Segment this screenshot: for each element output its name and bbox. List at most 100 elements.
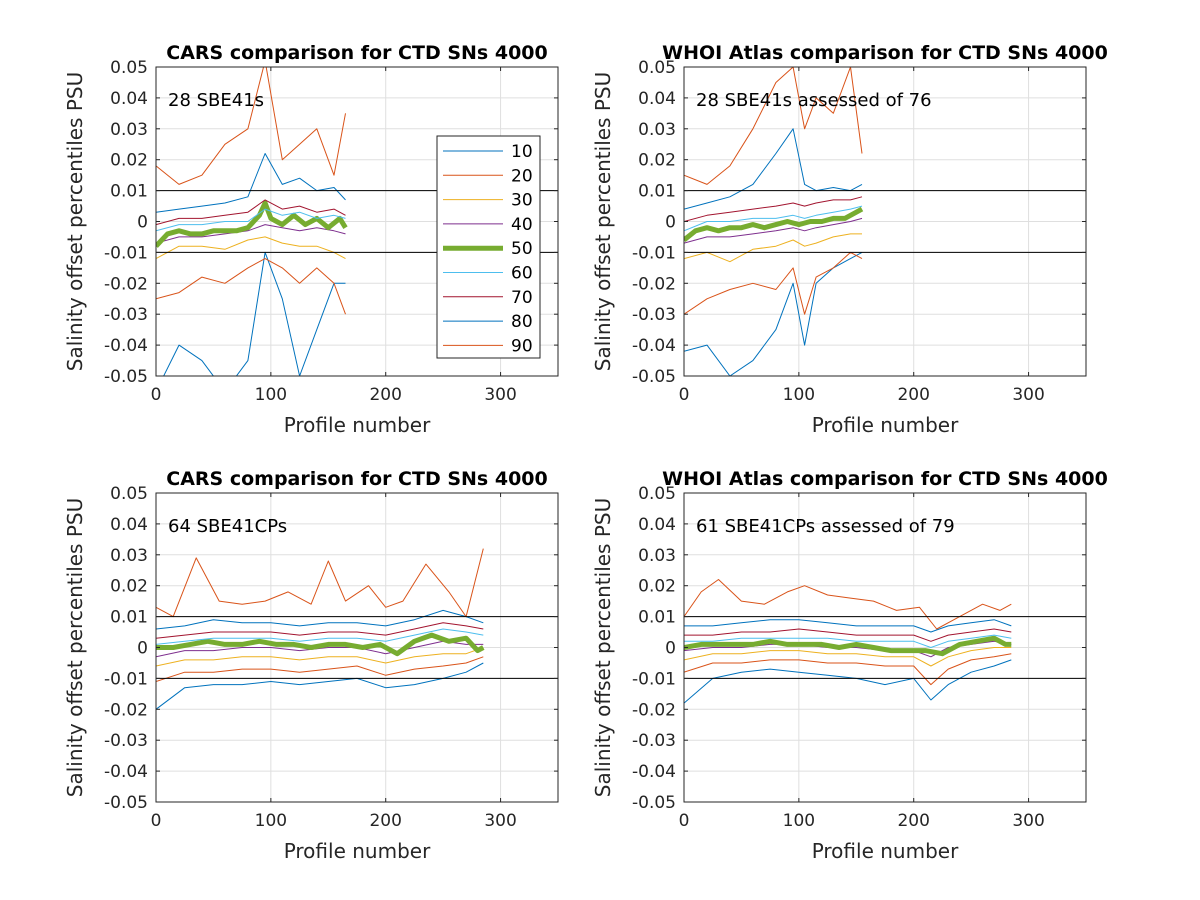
series-line-60: [684, 634, 1012, 648]
legend-label-30: 30: [511, 191, 533, 211]
y-axis-label: Salinity offset percentiles PSU: [591, 498, 615, 797]
series-line-20: [684, 653, 1012, 686]
y-tick-label: -0.05: [632, 367, 676, 387]
y-tick-label: 0.05: [638, 484, 676, 504]
series-line-90: [684, 67, 863, 185]
panel-annotation: 64 SBE41CPs: [168, 516, 287, 537]
series-line-90: [684, 579, 1012, 630]
series-line-90: [156, 67, 346, 185]
series-line-50: [156, 632, 485, 657]
x-tick-label: 100: [255, 811, 287, 831]
y-tick-label: 0: [137, 213, 148, 233]
series-line-70: [156, 199, 346, 226]
x-tick-label: 100: [255, 385, 287, 405]
series-line-60: [684, 205, 863, 232]
legend-label-90: 90: [511, 336, 533, 356]
y-axis-label: Salinity offset percentiles PSU: [591, 72, 615, 371]
series-line-40: [684, 217, 863, 244]
y-tick-label: 0.01: [110, 608, 148, 628]
x-tick-label: 0: [151, 385, 162, 405]
y-tick-label: -0.02: [632, 274, 676, 294]
series-line-80: [156, 609, 484, 630]
legend-label-50: 50: [511, 239, 533, 259]
chart-title: WHOI Atlas comparison for CTD SNs 4000: [662, 468, 1108, 490]
y-tick-label: -0.02: [104, 274, 148, 294]
x-tick-label: 200: [897, 385, 929, 405]
y-tick-label: -0.01: [104, 669, 148, 689]
x-axis-label: Profile number: [812, 413, 959, 437]
y-tick-label: 0.04: [638, 89, 676, 109]
series-group: [684, 579, 1012, 704]
y-tick-label: 0.03: [110, 120, 148, 140]
x-tick-label: 200: [369, 385, 401, 405]
panel-annotation: 28 SBE41s: [168, 90, 264, 111]
series-line-70: [684, 628, 1012, 642]
chart-title: CARS comparison for CTD SNs 4000: [166, 468, 547, 490]
chart-panel-4: 0 100 200 300 -0.05 -0.04 -0.03 -0.02 -0.01 0 0.01…: [591, 468, 1108, 863]
x-tick-label: 300: [484, 811, 516, 831]
panel-annotation: 61 SBE41CPs assessed of 79: [696, 516, 955, 537]
legend-label-20: 20: [511, 166, 533, 186]
legend: 10 20 30 40 50 60 70 80 90: [436, 135, 541, 359]
chart-title: WHOI Atlas comparison for CTD SNs 4000: [662, 42, 1108, 64]
y-tick-label: -0.03: [632, 731, 676, 751]
y-tick-label: 0: [665, 639, 676, 659]
series-group: [156, 67, 348, 376]
series-line-30: [684, 233, 862, 263]
y-tick-label: 0: [137, 639, 148, 659]
x-tick-label: 100: [783, 385, 815, 405]
y-tick-label: -0.04: [104, 762, 148, 782]
series-line-40: [156, 224, 346, 244]
y-tick-label: 0.02: [110, 577, 148, 597]
y-tick-label: 0.02: [638, 151, 676, 171]
series-line-30: [684, 647, 1012, 667]
y-axis-label: Salinity offset percentiles PSU: [63, 72, 87, 371]
y-tick-label: -0.02: [632, 700, 676, 720]
series-line-90: [156, 548, 484, 618]
series-line-70: [156, 622, 484, 639]
series-line-20: [684, 251, 863, 315]
y-tick-label: 0.03: [638, 120, 676, 140]
y-tick-label: -0.03: [632, 305, 676, 325]
series-line-70: [684, 196, 863, 222]
y-tick-label: -0.04: [632, 762, 676, 782]
y-tick-label: 0.04: [110, 89, 148, 109]
series-line-10: [684, 251, 863, 376]
y-tick-label: -0.01: [104, 243, 148, 263]
chart-panel-3: 0 100 200 300 -0.05 -0.04 -0.03 -0.02 -0.01 0 0.01…: [63, 468, 559, 863]
y-tick-label: 0.03: [638, 546, 676, 566]
y-tick-label: -0.02: [104, 700, 148, 720]
legend-label-70: 70: [511, 288, 533, 308]
x-tick-label: 200: [369, 811, 401, 831]
series-line-20: [156, 258, 346, 315]
x-axis-label: Profile number: [812, 839, 959, 863]
y-tick-label: 0: [665, 213, 676, 233]
y-tick-label: 0.02: [110, 151, 148, 171]
x-axis-label: Profile number: [284, 839, 431, 863]
x-tick-label: 300: [1012, 385, 1044, 405]
y-tick-label: -0.01: [632, 669, 676, 689]
y-tick-label: -0.05: [104, 367, 148, 387]
series-line-80: [684, 619, 1012, 633]
y-tick-label: 0.01: [638, 182, 676, 202]
series-line-50: [684, 206, 864, 242]
y-tick-label: -0.01: [632, 243, 676, 263]
series-line-80: [684, 128, 863, 210]
series-line-60: [156, 208, 346, 232]
series-line-30: [156, 236, 346, 260]
y-tick-label: 0.01: [638, 608, 676, 628]
series-line-30: [156, 647, 484, 667]
y-tick-label: -0.04: [632, 336, 676, 356]
y-tick-label: -0.04: [104, 336, 148, 356]
x-tick-label: 300: [484, 385, 516, 405]
chart-panel-2: 0 100 200 300 -0.05 -0.04 -0.03 -0.02 -0.01 0 0.01…: [591, 42, 1108, 437]
y-tick-label: -0.05: [632, 793, 676, 813]
x-tick-label: 100: [783, 811, 815, 831]
series-line-50: [684, 635, 1012, 657]
y-tick-label: 0.02: [638, 577, 676, 597]
y-tick-label: 0.03: [110, 546, 148, 566]
series-line-20: [156, 656, 484, 682]
y-tick-label: 0.05: [110, 58, 148, 78]
y-tick-label: 0.05: [638, 58, 676, 78]
